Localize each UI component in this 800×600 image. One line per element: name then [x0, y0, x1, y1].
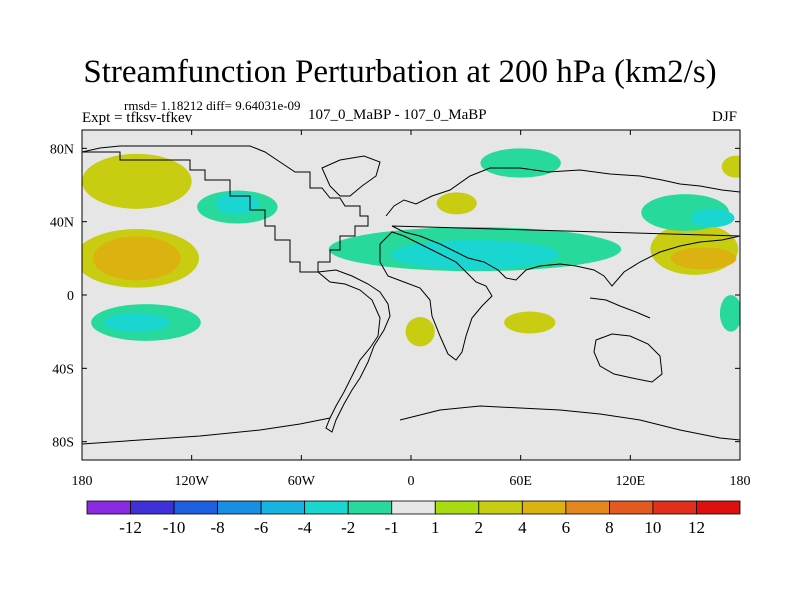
- x-tick-label: 0: [408, 474, 415, 489]
- coastline-australia: [593, 333, 663, 383]
- x-tick-label: 120W: [175, 474, 210, 489]
- y-tick-label: 0: [67, 289, 74, 304]
- colorbar-label: -8: [211, 518, 225, 537]
- colorbar-label: 4: [518, 518, 527, 537]
- contour-arctic-pacific-positive: [721, 155, 740, 178]
- contour-tropical-atlantic-asia-core: [390, 240, 560, 270]
- coastline-antarctica: [82, 405, 740, 445]
- colorbar-label: 6: [562, 518, 571, 537]
- x-tick-label: 180: [730, 474, 751, 489]
- colorbar-swatch: [304, 500, 349, 515]
- colorbar-swatch: [609, 500, 654, 515]
- colorbar-label: -1: [385, 518, 399, 537]
- stats-text: rmsd= 1.18212 diff= 9.64031e-09: [124, 98, 301, 113]
- coastline-south-america: [316, 269, 391, 433]
- contour-n-america-core: [215, 192, 260, 215]
- coastline-north-america: [82, 145, 369, 273]
- colorbar-label: -2: [341, 518, 355, 537]
- colorbar-swatch: [217, 500, 262, 515]
- colorbar-label: -12: [119, 518, 142, 537]
- colorbar-swatch: [478, 500, 523, 515]
- coastline-africa: [379, 231, 493, 361]
- colorbar-swatch: [652, 500, 697, 515]
- colorbar-swatch: [347, 500, 393, 515]
- coastline-eurasia: [385, 167, 740, 287]
- contour-siberia-negative: [480, 148, 561, 178]
- coastlines: [82, 145, 740, 445]
- colorbar-label: -10: [163, 518, 186, 537]
- colorbar-swatch: [130, 500, 175, 515]
- contour-n-pacific-positive: [82, 153, 192, 209]
- colorbar-label: 1: [431, 518, 440, 537]
- contour-europe-positive: [436, 192, 477, 215]
- colorbar-swatch: [434, 500, 480, 515]
- colorbar: -12 -10 -8 -6 -4 -2 -1 1 2 4 6 8 10 12: [86, 500, 741, 537]
- colorbar-label: 12: [688, 518, 705, 537]
- colorbar-label: 2: [475, 518, 484, 537]
- colorbar-label: 10: [644, 518, 661, 537]
- colorbar-swatch: [86, 500, 131, 515]
- runs-label: 107_0_MaBP - 107_0_MaBP: [308, 107, 487, 123]
- coastline-indonesia: [589, 297, 651, 319]
- colorbar-swatch: [260, 500, 306, 515]
- colorbar-label: 8: [605, 518, 614, 537]
- colorbar-swatch: [521, 500, 567, 515]
- contour-indian-ocean-positive: [504, 311, 556, 334]
- x-tick-label: 120E: [616, 474, 646, 489]
- colorbar-swatch: [173, 500, 218, 515]
- axes: 180 120W 60W 0 60E 120E 180 80N 40N 0 40S 80S: [50, 130, 751, 489]
- plot-background: [82, 130, 740, 460]
- colorbar-swatch: [391, 500, 436, 515]
- colorbar-swatch: [565, 500, 610, 515]
- contour-sw-pacific-negative: [719, 295, 740, 332]
- x-tick-label: 180: [72, 474, 93, 489]
- y-tick-label: 80N: [50, 142, 74, 157]
- x-tick-label: 60W: [288, 474, 316, 489]
- contour-s-atlantic-positive: [405, 317, 435, 347]
- colorbar-label: -6: [254, 518, 268, 537]
- experiment-label: Expt = tfksv-tfkev: [82, 110, 193, 126]
- y-tick-label: 40S: [52, 362, 74, 377]
- contour-tropical-e-pacific: [92, 236, 181, 281]
- coastline-greenland: [321, 155, 381, 197]
- contour-s-pacific-core: [103, 313, 170, 332]
- contour-nw-pacific-core: [690, 208, 735, 228]
- season-label: DJF: [712, 109, 738, 125]
- colorbar-swatch: [696, 500, 741, 515]
- y-tick-label: 80S: [52, 436, 74, 451]
- chart-title: Streamfunction Perturbation at 200 hPa (…: [83, 54, 717, 90]
- contour-fills: [82, 148, 740, 347]
- y-tick-label: 40N: [50, 216, 74, 231]
- colorbar-label: -4: [298, 518, 313, 537]
- contour-w-pacific-core: [670, 247, 737, 270]
- x-tick-label: 60E: [509, 474, 532, 489]
